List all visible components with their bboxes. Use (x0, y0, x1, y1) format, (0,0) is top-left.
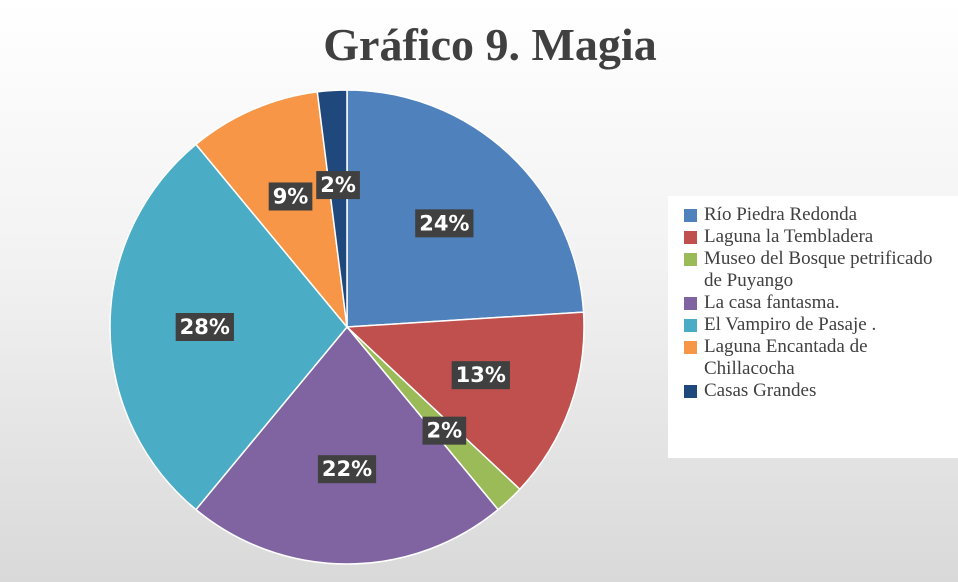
legend-item: El Vampiro de Pasaje . (684, 314, 954, 336)
legend-item: Río Piedra Redonda (684, 204, 954, 226)
pie-slice (194, 325, 500, 565)
data-label-box (422, 416, 467, 445)
data-label-box (268, 182, 313, 211)
data-label-text: 24% (419, 211, 469, 235)
data-label-text: 22% (322, 457, 372, 481)
legend-item: Laguna Encantada de Chillacocha (684, 336, 954, 380)
legend-item: La casa fantasma. (684, 292, 954, 314)
legend-item: Museo del Bosque petrificado de Puyango (684, 248, 954, 292)
data-label: 9% (268, 182, 313, 211)
data-label: 13% (451, 361, 510, 390)
legend: Río Piedra Redonda Laguna la Tembladera Mu… (668, 196, 958, 458)
data-label-box (317, 455, 377, 484)
data-label-text: 13% (456, 363, 506, 387)
pie-slice (346, 89, 585, 328)
legend-label: Laguna Encantada de Chillacocha (704, 336, 868, 379)
data-label-text: 2% (320, 173, 356, 197)
legend-swatch (684, 297, 697, 310)
data-label-text: 28% (180, 315, 230, 339)
data-label-box (316, 171, 360, 200)
legend-item: Laguna la Tembladera (684, 226, 954, 248)
legend-label: Río Piedra Redonda (704, 204, 858, 225)
pie-slice (316, 89, 348, 328)
legend-label: El Vampiro de Pasaje . (704, 314, 877, 335)
legend-swatch (684, 209, 697, 222)
legend-label: Casas Grandes (704, 380, 817, 401)
pie-slice (345, 311, 585, 491)
data-label-box (415, 209, 474, 238)
data-label-box (451, 361, 510, 390)
data-label-text: 9% (273, 184, 309, 208)
data-label: 28% (175, 313, 234, 341)
data-label: 24% (415, 209, 474, 238)
data-label-box (175, 313, 234, 341)
legend-label: La casa fantasma. (704, 292, 840, 313)
data-label: 2% (316, 171, 360, 200)
legend-label: Laguna la Tembladera (704, 226, 874, 247)
legend-item: Casas Grandes (684, 380, 954, 402)
legend-swatch (684, 341, 697, 354)
chart-title: Gráfico 9. Magia (323, 19, 656, 70)
data-label: 2% (422, 416, 467, 445)
data-label: 22% (317, 455, 377, 484)
legend-swatch (684, 319, 697, 332)
legend-swatch (684, 253, 697, 266)
legend-swatch (684, 385, 697, 398)
legend-swatch (684, 231, 697, 244)
data-label-text: 2% (427, 419, 463, 443)
legend-label: Museo del Bosque petrificado de Puyango (704, 248, 933, 291)
